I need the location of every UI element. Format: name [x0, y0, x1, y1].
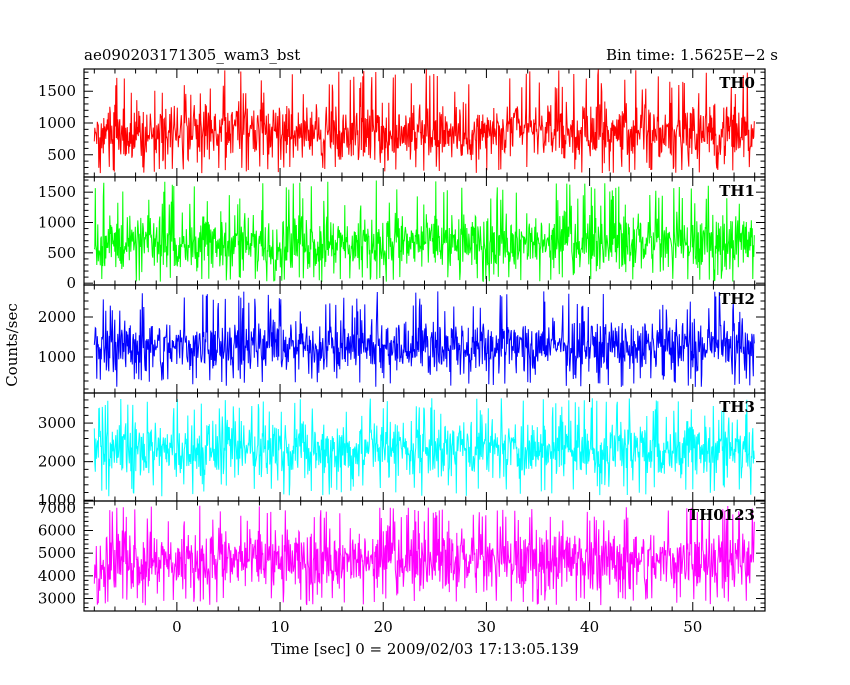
- x-tick-label: 40: [580, 618, 599, 636]
- y-tick-label: 2000: [38, 453, 76, 471]
- y-tick-label: 1500: [38, 183, 76, 201]
- x-tick-label: 30: [477, 618, 496, 636]
- series-line-th1: [93, 180, 755, 282]
- panel-label: TH1: [719, 182, 755, 200]
- panel-frame: [83, 68, 766, 178]
- y-tick-label: 6000: [38, 521, 76, 539]
- y-tick-label: 4000: [38, 567, 76, 585]
- panel-label: TH0123: [688, 506, 755, 524]
- y-tick-label: 5000: [38, 544, 76, 562]
- y-tick-label: 3000: [38, 590, 76, 608]
- bin-time-label: Bin time: 1.5625E−2 s: [606, 46, 778, 64]
- y-tick-label: 7000: [38, 499, 76, 517]
- x-axis-label: Time [sec] 0 = 2009/02/03 17:13:05.139: [271, 640, 579, 658]
- y-tick-label: 500: [47, 146, 76, 164]
- x-tick-label: 10: [270, 618, 289, 636]
- x-tick-label: 50: [683, 618, 702, 636]
- y-tick-label: 1500: [38, 82, 76, 100]
- y-tick-label: 1000: [38, 114, 76, 132]
- y-tick-label: 3000: [38, 414, 76, 432]
- series-line-th2: [93, 291, 755, 387]
- y-tick-label: 0: [66, 274, 76, 292]
- series-line-th3: [93, 398, 755, 497]
- x-tick-label: 20: [374, 618, 393, 636]
- y-tick-label: 500: [47, 244, 76, 262]
- panel-label: TH3: [719, 398, 755, 416]
- x-tick-label: 0: [172, 618, 182, 636]
- panel-label: TH2: [719, 290, 755, 308]
- y-axis-label: Counts/sec: [3, 303, 21, 387]
- y-tick-label: 1000: [38, 491, 76, 509]
- y-tick-label: 1000: [38, 348, 76, 366]
- y-tick-label: 2000: [38, 308, 76, 326]
- series-line-th0: [93, 69, 755, 174]
- panel-label: TH0: [719, 74, 755, 92]
- y-tick-label: 1000: [38, 214, 76, 232]
- chart-title: ae090203171305_wam3_bst: [84, 46, 300, 64]
- series-line-th0123: [93, 505, 755, 606]
